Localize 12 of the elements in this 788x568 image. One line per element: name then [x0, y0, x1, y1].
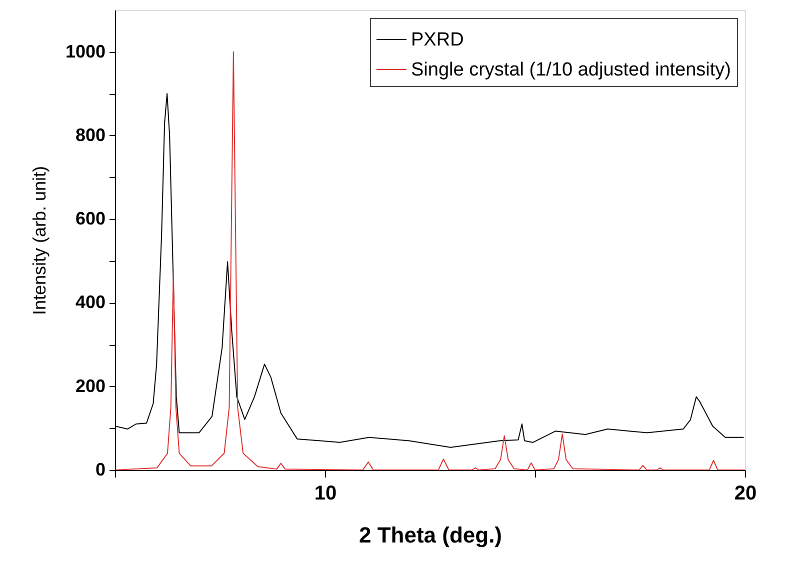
- legend-label: PXRD: [411, 30, 464, 50]
- x-tick-label: 20: [734, 482, 757, 504]
- y-tick-label: 400: [75, 292, 106, 312]
- y-tick-label: 600: [75, 208, 106, 229]
- y-axis-title: Intensity (arb. unit): [29, 166, 50, 316]
- legend-label: Single crystal (1/10 adjusted intensity): [411, 60, 731, 80]
- x-axis-title: 2 Theta (deg.): [358, 522, 502, 548]
- x-tick-label: 10: [314, 482, 337, 504]
- y-tick-label: 0: [95, 460, 106, 480]
- y-tick-label: 1000: [65, 41, 106, 62]
- y-tick-label: 800: [75, 124, 106, 145]
- y-tick-label: 200: [75, 376, 106, 396]
